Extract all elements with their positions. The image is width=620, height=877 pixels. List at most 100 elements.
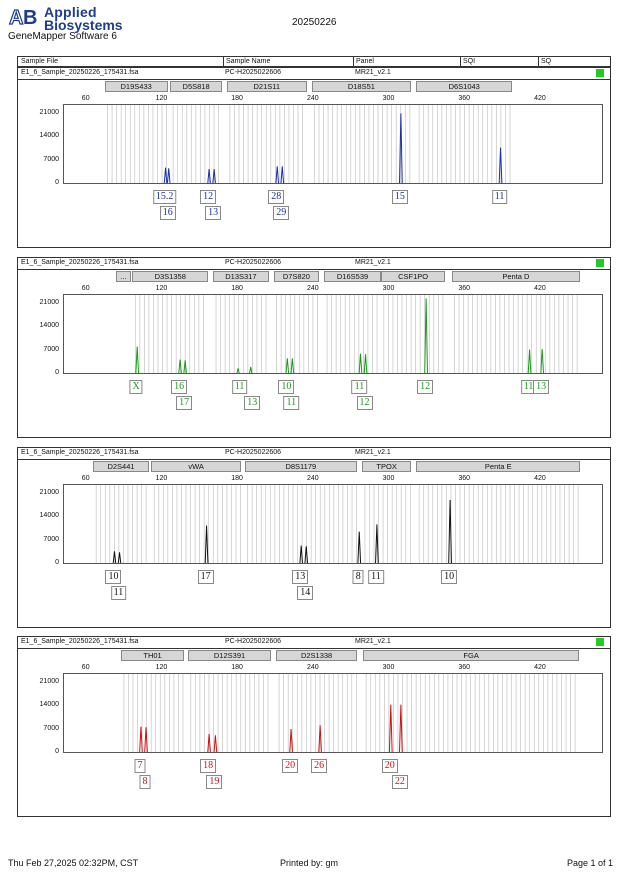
electropherogram-trace xyxy=(95,485,579,563)
x-tick-label: 120 xyxy=(155,664,168,671)
allele-call-label[interactable]: 7 xyxy=(134,759,146,773)
marker-label[interactable]: D2S1338 xyxy=(276,650,357,661)
allele-call-label[interactable]: 15.2 xyxy=(152,190,177,204)
x-tick-label: 60 xyxy=(81,285,90,292)
allele-call-label[interactable]: 29 xyxy=(273,206,290,220)
marker-label[interactable]: D8S1179 xyxy=(244,461,357,472)
allele-call-label[interactable]: 17 xyxy=(176,396,193,410)
marker-label[interactable]: Penta E xyxy=(416,461,581,472)
allele-call-label[interactable]: 22 xyxy=(391,775,408,789)
x-tick-label: 420 xyxy=(534,95,546,102)
marker-label[interactable]: CSF1PO xyxy=(380,271,446,282)
x-tick-label: 180 xyxy=(231,475,243,482)
panel-header: E1_6_Sample_20250226_175431.fsa PC-H20250… xyxy=(18,258,610,270)
plot-area[interactable] xyxy=(63,673,603,753)
allele-call-label[interactable]: 13 xyxy=(292,570,309,584)
sample-name: PC-H2025022606 xyxy=(225,69,282,76)
plot-area[interactable] xyxy=(63,104,603,184)
marker-label[interactable]: TH01 xyxy=(121,650,185,661)
electropherogram-panel: E1_6_Sample_20250226_175431.fsa PC-H20250… xyxy=(17,636,611,817)
allele-call-label[interactable]: 13 xyxy=(533,380,550,394)
allele-call-label[interactable]: 12 xyxy=(200,190,217,204)
allele-call-label[interactable]: 13 xyxy=(205,206,222,220)
marker-label[interactable]: D13S317 xyxy=(213,271,269,282)
x-tick-label: 240 xyxy=(306,664,319,671)
allele-call-label[interactable]: 12 xyxy=(417,380,434,394)
allele-call-label[interactable]: 26 xyxy=(311,759,328,773)
signal-trace xyxy=(135,298,544,373)
panel-name: MR21_v2.1 xyxy=(355,638,391,645)
marker-label[interactable]: D16S539 xyxy=(324,271,381,282)
allele-call-label[interactable]: 10 xyxy=(441,570,458,584)
svg-text:B: B xyxy=(23,7,37,28)
marker-label[interactable]: D18S51 xyxy=(311,81,412,92)
sample-file-name: E1_6_Sample_20250226_175431.fsa xyxy=(21,449,139,456)
col-sq: SQ xyxy=(541,58,552,65)
y-tick-label: 21000 xyxy=(39,678,59,685)
allele-call-label[interactable]: 11 xyxy=(351,380,368,394)
panel-name: MR21_v2.1 xyxy=(355,69,391,76)
allele-call-label[interactable]: 17 xyxy=(197,570,214,584)
marker-label[interactable]: Penta D xyxy=(451,271,581,282)
sample-file-name: E1_6_Sample_20250226_175431.fsa xyxy=(21,259,139,266)
brand-line2: Biosystems xyxy=(44,17,123,33)
allele-call-label[interactable]: 11 xyxy=(491,190,508,204)
marker-label[interactable]: D6S1043 xyxy=(416,81,513,92)
plot-area[interactable] xyxy=(63,484,603,564)
applied-biosystems-logo-icon: A B xyxy=(8,6,42,30)
electropherogram-panel: E1_6_Sample_20250226_175431.fsa PC-H20250… xyxy=(17,447,611,628)
allele-call-label[interactable]: 10 xyxy=(278,380,295,394)
x-tick-label: 360 xyxy=(458,285,471,292)
signal-trace xyxy=(163,113,503,183)
allele-call-label[interactable]: 18 xyxy=(200,759,217,773)
marker-label[interactable]: TPOX xyxy=(362,461,412,472)
footer-date: Thu Feb 27,2025 02:32PM, CST xyxy=(8,858,139,868)
allele-call-label[interactable]: 20 xyxy=(282,759,299,773)
y-tick-label: 21000 xyxy=(39,109,59,116)
y-tick-label: 14000 xyxy=(39,701,59,709)
allele-call-label[interactable]: 12 xyxy=(356,396,373,410)
electropherogram-trace xyxy=(107,105,511,183)
marker-label[interactable]: ... xyxy=(115,271,132,282)
marker-label[interactable]: D12S391 xyxy=(187,650,272,661)
allele-call-label[interactable]: 16 xyxy=(171,380,188,394)
y-tick-label: 0 xyxy=(55,179,59,186)
allele-call-label[interactable]: 10 xyxy=(105,570,122,584)
allele-call-label[interactable]: 13 xyxy=(244,396,261,410)
allele-call-label[interactable]: 28 xyxy=(268,190,285,204)
marker-label[interactable]: D7S820 xyxy=(273,271,320,282)
x-tick-label: 420 xyxy=(534,475,546,482)
allele-call-label[interactable]: 8 xyxy=(352,570,364,584)
footer-page: Page 1 of 1 xyxy=(567,858,614,868)
marker-label[interactable]: vWA xyxy=(151,461,241,472)
y-tick-label: 0 xyxy=(55,748,59,755)
allele-call-label[interactable]: 20 xyxy=(381,759,398,773)
marker-label[interactable]: D3S1358 xyxy=(132,271,209,282)
allele-call-label[interactable]: 8 xyxy=(139,775,151,789)
allele-call-label[interactable]: 11 xyxy=(110,586,127,600)
allele-call-label[interactable]: 14 xyxy=(297,586,314,600)
allele-call-label[interactable]: 16 xyxy=(159,206,176,220)
brand-line1: Applied xyxy=(44,4,97,20)
allele-call-label[interactable]: 11 xyxy=(231,380,248,394)
allele-call-label[interactable]: 11 xyxy=(283,396,300,410)
y-tick-label: 0 xyxy=(55,369,59,376)
marker-label[interactable]: D19S433 xyxy=(104,81,168,92)
allele-call-label[interactable]: 11 xyxy=(368,570,384,584)
y-tick-label: 21000 xyxy=(39,489,59,496)
marker-label[interactable]: D5S818 xyxy=(170,81,222,92)
marker-label[interactable]: D2S441 xyxy=(93,461,149,472)
panel-header: E1_6_Sample_20250226_175431.fsa PC-H20250… xyxy=(18,637,610,649)
x-tick-label: 180 xyxy=(231,285,243,292)
sq-status-icon xyxy=(596,259,604,267)
x-tick-label: 240 xyxy=(306,95,319,102)
allele-call-label[interactable]: 19 xyxy=(206,775,223,789)
marker-label[interactable]: FGA xyxy=(363,650,579,661)
allele-call-label[interactable]: X xyxy=(129,380,143,394)
marker-label[interactable]: D21S11 xyxy=(227,81,307,92)
sample-table-header: Sample File Sample Name Panel SQI SQ xyxy=(17,56,611,67)
col-panel: Panel xyxy=(356,58,374,65)
plot-area[interactable] xyxy=(63,294,603,374)
x-tick-label: 180 xyxy=(231,664,243,671)
allele-call-label[interactable]: 15 xyxy=(391,190,408,204)
